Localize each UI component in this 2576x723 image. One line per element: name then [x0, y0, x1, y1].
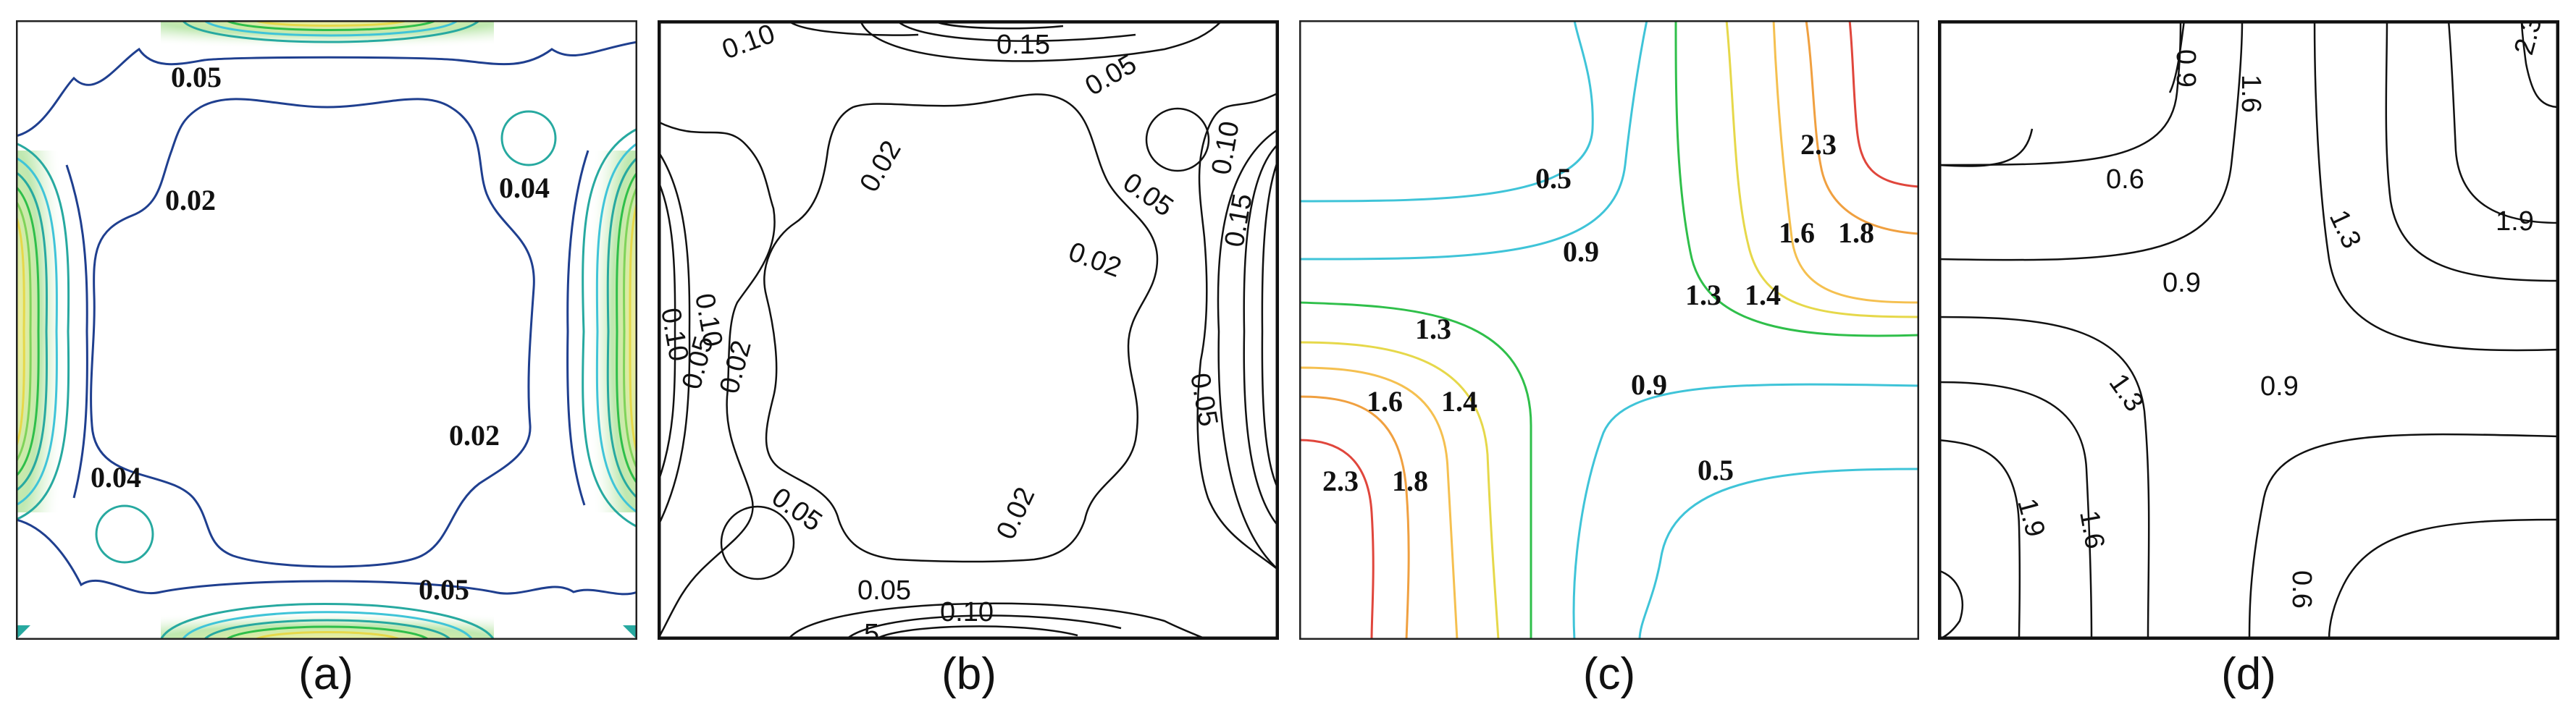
label-c-3: 1.6 [1779, 216, 1815, 249]
label-d-8: 0.9 [2260, 371, 2299, 402]
label-b-11: 0.10 [658, 305, 694, 363]
label-c-7: 1.3 [1415, 313, 1451, 345]
corner-mark-br [623, 625, 637, 640]
label-c-10: 1.4 [1441, 385, 1477, 418]
label-c-4: 1.8 [1838, 216, 1874, 249]
label-b-10: 0.02 [714, 337, 758, 397]
label-d-6: 0.9 [2162, 268, 2201, 298]
label-b-12: 0.05 [1184, 371, 1223, 428]
caption-a: (a) [298, 649, 353, 699]
label-b-14: 0.02 [991, 483, 1041, 544]
label-a-0: 0.05 [171, 61, 222, 93]
label-d-2: 2.3 [2509, 20, 2548, 58]
label-d-7: 1.3 [2103, 368, 2150, 417]
hot-zone-bottom [161, 611, 494, 640]
frame-d [1938, 20, 2559, 640]
corner-mark-bl [16, 625, 30, 640]
caption-c: (c) [1582, 649, 1636, 699]
label-d-1: 1.6 [2236, 75, 2266, 113]
label-d-0: 0.9 [2170, 49, 2201, 88]
label-b-4: 0.05 [1117, 167, 1179, 223]
label-c-13: 1.8 [1392, 465, 1428, 497]
contour-plot-d: 0.9 1.6 2.3 0.6 1.9 1.3 0.9 1.3 0.9 1.9 … [1938, 20, 2559, 640]
label-a-5: 0.05 [419, 573, 469, 606]
label-d-3: 0.6 [2106, 164, 2144, 195]
label-b-8: 0.02 [1065, 237, 1125, 284]
label-c-12: 2.3 [1322, 465, 1359, 497]
label-b-6: 0.15 [1220, 191, 1259, 249]
label-a-1: 0.02 [165, 184, 216, 216]
label-d-10: 1.6 [2073, 508, 2110, 551]
contour-plot-b: 0.10 0.15 0.05 0.02 0.05 0.10 0.15 0.10 … [658, 20, 1279, 640]
bottom-contours [159, 603, 495, 640]
label-b-17: 5 [864, 619, 879, 640]
left-side-contours [16, 142, 70, 521]
label-c-2: 0.9 [1563, 235, 1599, 268]
contour-lines-b [658, 20, 1279, 640]
label-b-15: 0.05 [857, 575, 911, 606]
label-c-8: 0.9 [1631, 368, 1667, 401]
circle-0.04-bottom-left [95, 504, 154, 564]
label-b-5: 0.10 [1207, 119, 1246, 177]
circle-0.04-top-right [500, 110, 557, 166]
label-b-0: 0.10 [718, 20, 779, 65]
frame-b [658, 20, 1279, 640]
label-b-16: 0.10 [940, 597, 994, 627]
right-side-contours [582, 127, 637, 528]
label-c-0: 0.5 [1535, 162, 1572, 195]
contour-plot-c: 0.5 2.3 0.9 1.6 1.8 1.3 1.4 1.3 0.9 1.6 … [1299, 20, 1919, 640]
top-contours [181, 20, 481, 43]
label-a-2: 0.04 [499, 172, 550, 204]
label-b-1: 0.15 [997, 30, 1050, 60]
label-c-5: 1.3 [1685, 279, 1721, 311]
label-d-9: 1.9 [2011, 495, 2050, 540]
label-a-4: 0.04 [91, 461, 141, 494]
label-c-1: 2.3 [1800, 128, 1837, 161]
frame-a [16, 20, 637, 640]
inner-0.02-contour [90, 98, 535, 568]
caption-d: (d) [2221, 649, 2276, 699]
frame-c [1299, 20, 1919, 640]
caption-b: (b) [941, 649, 997, 699]
label-b-3: 0.02 [854, 135, 907, 197]
label-d-11: 0.6 [2286, 570, 2317, 609]
label-c-11: 0.5 [1698, 454, 1734, 486]
contour-plot-a: 0.05 0.02 0.04 0.02 0.04 0.05 [16, 20, 637, 640]
contour-lines-c [1299, 20, 1919, 640]
label-c-9: 1.6 [1367, 385, 1403, 418]
label-d-5: 1.3 [2323, 206, 2367, 253]
label-a-3: 0.02 [449, 419, 500, 452]
contour-lines-d [1938, 20, 2559, 640]
outer-0.05-contours [16, 41, 637, 596]
label-d-4: 1.9 [2496, 206, 2534, 237]
label-c-6: 1.4 [1745, 279, 1781, 311]
